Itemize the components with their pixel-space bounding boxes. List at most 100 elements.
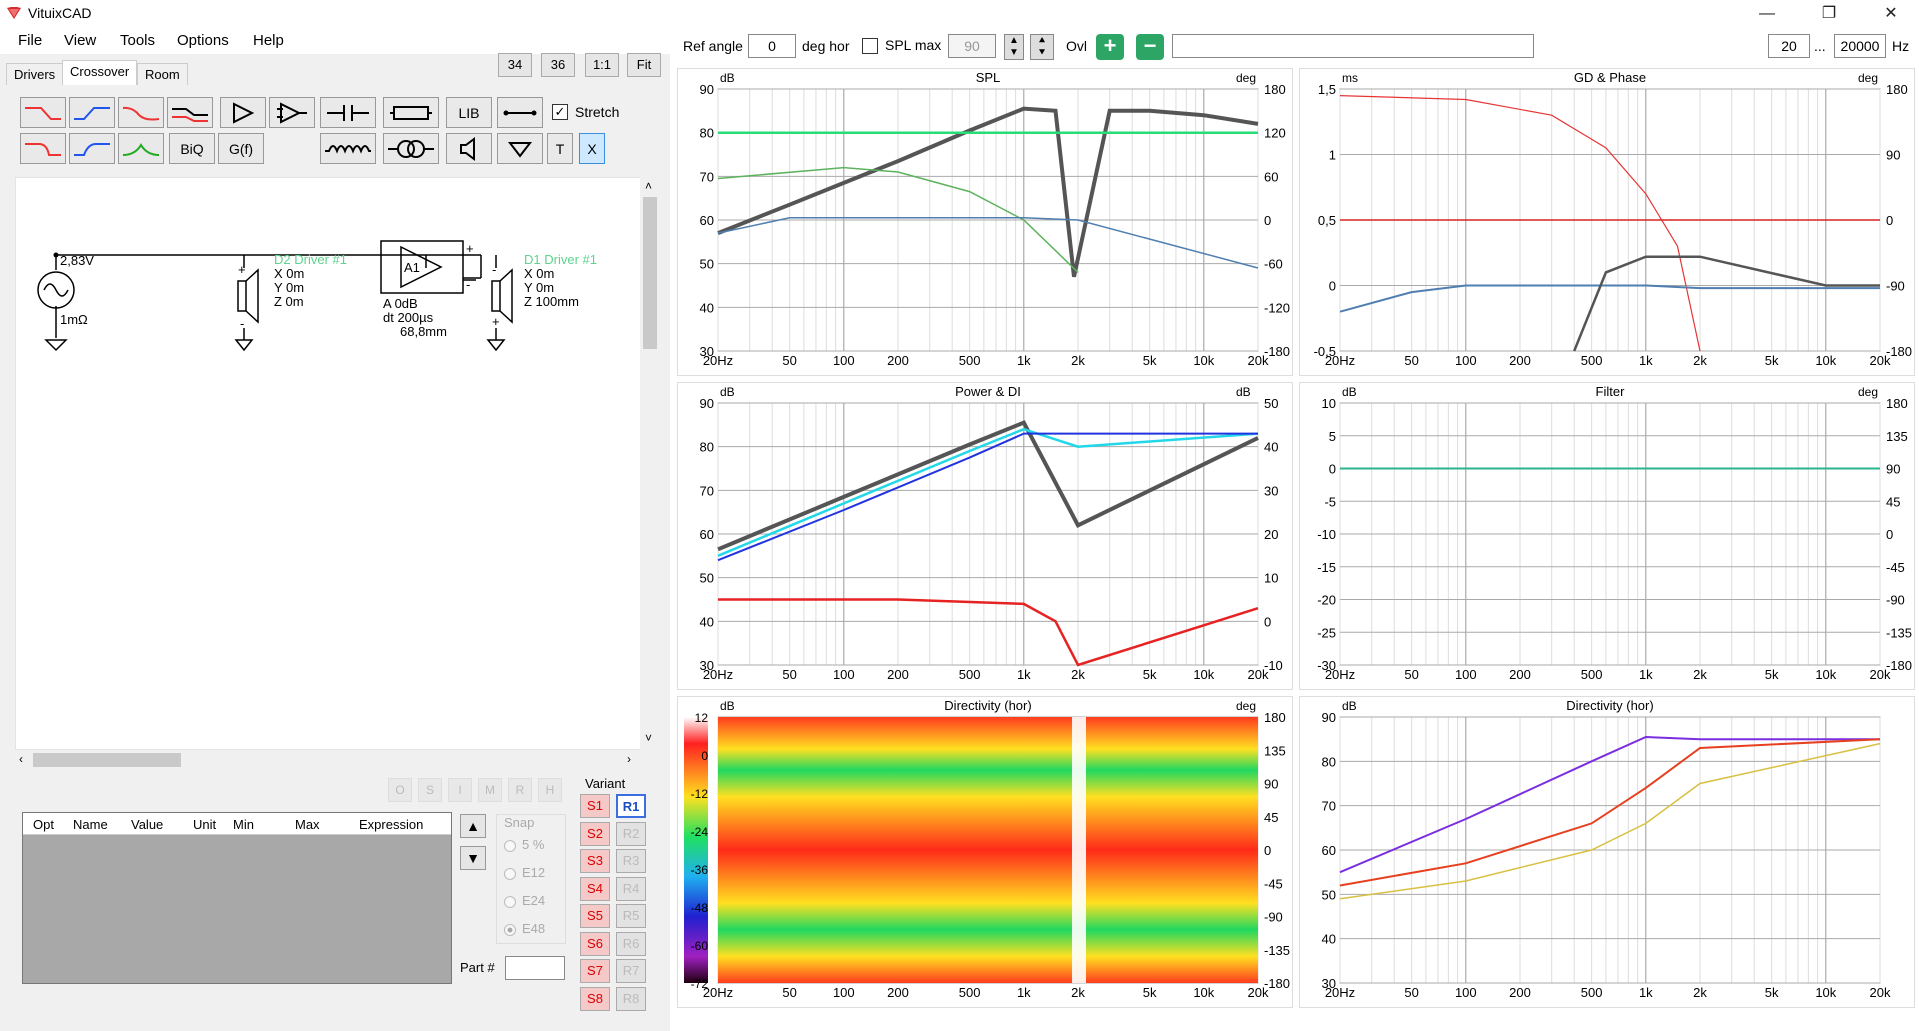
part-number-input[interactable] bbox=[505, 956, 565, 980]
variant-s6-button[interactable]: S6 bbox=[580, 931, 610, 956]
y2-tick-label: 50 bbox=[1264, 396, 1278, 411]
scroll-right-icon[interactable]: › bbox=[627, 752, 631, 766]
gd-phase-chart[interactable]: 20Hz 50 100 200 500 1k 2k 5k 10k 20k GD & Phase ms d… bbox=[1299, 68, 1915, 376]
scroll-left-icon[interactable]: ‹ bbox=[19, 752, 23, 766]
spl-fit-icon[interactable]: ⯅ ⯆ bbox=[1030, 34, 1054, 60]
tab-room[interactable]: Room bbox=[137, 63, 188, 85]
amplifier-button[interactable] bbox=[220, 97, 266, 128]
resistor-button[interactable] bbox=[383, 97, 439, 128]
buffer-button[interactable] bbox=[269, 97, 315, 128]
variant-s5-button[interactable]: S5 bbox=[580, 904, 610, 928]
close-button[interactable]: ✕ bbox=[1884, 5, 1898, 22]
directivity-heatmap-chart[interactable]: 20Hz 50 100 200 500 1k 2k 5k 10k 20k Directivity (… bbox=[677, 696, 1293, 1008]
variant-r5-button[interactable]: R5 bbox=[616, 904, 646, 928]
highpass-blue-button[interactable] bbox=[69, 97, 115, 128]
y2-tick-label: -120 bbox=[1264, 300, 1290, 315]
spl-chart[interactable]: 20Hz 50 100 200 500 1k 2k 5k 10k 20k SPL dB deg 90 80 7… bbox=[677, 68, 1293, 376]
scroll-down-icon[interactable]: ˅ bbox=[645, 731, 653, 745]
part-h-button[interactable]: H bbox=[538, 778, 562, 802]
text-tool-button[interactable]: T bbox=[547, 133, 573, 164]
lowpass-red-button[interactable] bbox=[20, 97, 66, 128]
variant-r2-button[interactable]: R2 bbox=[616, 821, 646, 846]
y2-tick-label: -45 bbox=[1264, 876, 1283, 891]
lowpass-red-2-button[interactable] bbox=[20, 133, 66, 164]
spl-stepper[interactable]: ▲ ▼ bbox=[1004, 34, 1024, 60]
zoom-34-button[interactable]: 34 bbox=[498, 53, 532, 77]
y-tick-label: 80 bbox=[1322, 754, 1336, 769]
overlay-remove-button[interactable]: − bbox=[1136, 34, 1164, 60]
spl-max-checkbox[interactable] bbox=[862, 38, 878, 54]
schematic-hscrollbar[interactable]: ‹ › bbox=[15, 750, 640, 770]
schematic-vscrollbar[interactable]: ˄ ˅ bbox=[640, 177, 660, 750]
menu-options[interactable]: Options bbox=[177, 32, 229, 49]
part-r-button[interactable]: R bbox=[508, 778, 532, 802]
snap-option-5pct[interactable]: 5 % bbox=[504, 837, 544, 852]
menu-tools[interactable]: Tools bbox=[120, 32, 156, 49]
menu-file[interactable]: File bbox=[18, 32, 43, 49]
variant-s7-button[interactable]: S7 bbox=[580, 959, 610, 983]
filter-chart[interactable]: 20Hz 50 100 200 500 1k 2k 5k 10k 20k Filter dB deg 10… bbox=[1299, 382, 1915, 690]
variant-r7-button[interactable]: R7 bbox=[616, 959, 646, 983]
variant-s2-button[interactable]: S2 bbox=[580, 821, 610, 846]
variant-r4-button[interactable]: R4 bbox=[616, 876, 646, 901]
zoom-1to1-button[interactable]: 1:1 bbox=[585, 53, 619, 77]
variant-s1-button[interactable]: S1 bbox=[580, 794, 610, 818]
move-up-button[interactable]: ▲ bbox=[460, 814, 486, 838]
hscroll-thumb[interactable] bbox=[33, 753, 181, 767]
highpass-blue-2-button[interactable] bbox=[69, 133, 115, 164]
variant-s8-button[interactable]: S8 bbox=[580, 986, 610, 1011]
inductor-icon bbox=[325, 144, 371, 154]
biquad-button[interactable]: BiQ bbox=[169, 133, 215, 164]
driver2-icon bbox=[237, 268, 259, 324]
shelf-button[interactable] bbox=[167, 97, 213, 128]
part-i-button[interactable]: I bbox=[448, 778, 472, 802]
menu-help[interactable]: Help bbox=[253, 32, 284, 49]
tab-crossover[interactable]: Crossover bbox=[62, 60, 138, 85]
snap-option-e12[interactable]: E12 bbox=[504, 865, 545, 880]
freq-from-input[interactable]: 20 bbox=[1768, 34, 1810, 58]
part-o-button[interactable]: O bbox=[388, 778, 412, 802]
variant-r6-button[interactable]: R6 bbox=[616, 931, 646, 956]
x-tick-label: 10k bbox=[1815, 353, 1836, 368]
transfer-function-button[interactable]: G(f) bbox=[218, 133, 264, 164]
minimize-button[interactable]: — bbox=[1759, 5, 1775, 22]
variant-r1-button[interactable]: R1 bbox=[616, 794, 646, 818]
overlay-add-button[interactable]: + bbox=[1096, 34, 1124, 60]
ground-button[interactable] bbox=[497, 133, 543, 164]
spl-max-input[interactable]: 90 bbox=[948, 34, 996, 58]
part-s-button[interactable]: S bbox=[418, 778, 442, 802]
move-down-button[interactable]: ▼ bbox=[460, 846, 486, 870]
bandpass-green-button[interactable] bbox=[118, 133, 164, 164]
x-tick-label: 20k bbox=[1248, 353, 1269, 368]
delete-tool-button[interactable]: X bbox=[579, 133, 605, 164]
snap-option-e48[interactable]: E48 bbox=[504, 921, 545, 936]
scroll-thumb[interactable] bbox=[643, 197, 657, 349]
zoom-36-button[interactable]: 36 bbox=[541, 53, 575, 77]
power-di-chart[interactable]: 20Hz 50 100 200 500 1k 2k 5k 10k 20k Power & DI dB d… bbox=[677, 382, 1293, 690]
scroll-up-icon[interactable]: ˄ bbox=[645, 179, 653, 193]
tab-drivers[interactable]: Drivers bbox=[6, 63, 64, 85]
wire-button[interactable] bbox=[497, 97, 543, 128]
transformer-button[interactable] bbox=[383, 133, 439, 164]
schematic-canvas[interactable]: 2,83V 1mΩ + - D2 Driver #1 X 0m Y 0m Z 0… bbox=[15, 177, 645, 750]
menu-view[interactable]: View bbox=[64, 32, 97, 49]
freq-to-input[interactable]: 20000 bbox=[1834, 34, 1886, 58]
snap-option-e24[interactable]: E24 bbox=[504, 893, 545, 908]
inductor-button[interactable] bbox=[320, 133, 376, 164]
driver-button[interactable] bbox=[446, 133, 492, 164]
directivity-curves-chart[interactable]: 20Hz 50 100 200 500 1k 2k 5k 10k 20k Directivity (… bbox=[1299, 696, 1915, 1008]
variant-r8-button[interactable]: R8 bbox=[616, 986, 646, 1011]
stretch-checkbox[interactable]: ✓ bbox=[552, 104, 568, 120]
variant-r3-button[interactable]: R3 bbox=[616, 849, 646, 873]
notch-red-button[interactable] bbox=[118, 97, 164, 128]
variant-s3-button[interactable]: S3 bbox=[580, 849, 610, 873]
restore-button[interactable]: ❐ bbox=[1821, 5, 1837, 22]
library-button[interactable]: LIB bbox=[446, 97, 492, 128]
capacitor-button[interactable] bbox=[320, 97, 376, 128]
part-m-button[interactable]: M bbox=[478, 778, 502, 802]
overlay-input[interactable] bbox=[1172, 34, 1534, 58]
ref-angle-input[interactable]: 0 bbox=[748, 34, 796, 58]
zoom-fit-button[interactable]: Fit bbox=[627, 53, 661, 77]
variant-s4-button[interactable]: S4 bbox=[580, 876, 610, 901]
parts-grid[interactable]: Opt Name Value Unit Min Max Expression bbox=[22, 812, 452, 984]
